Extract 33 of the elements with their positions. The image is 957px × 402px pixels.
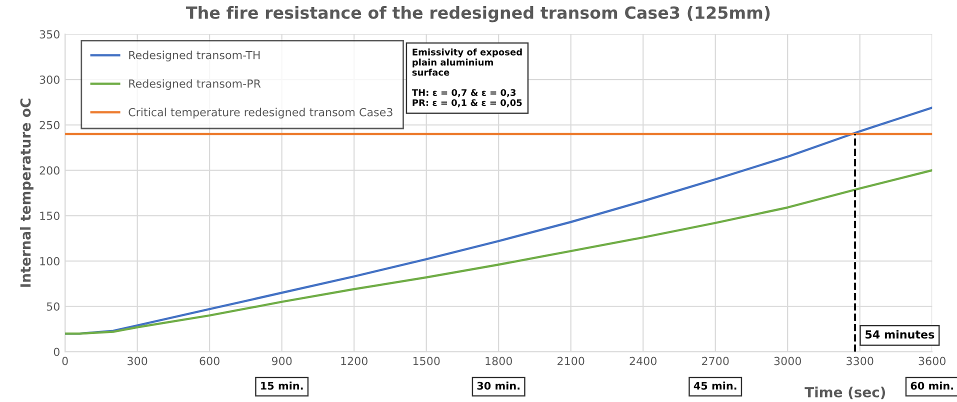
x-tick-label: 0 — [62, 356, 68, 366]
x-tick-label: 3000 — [774, 356, 802, 366]
x-tick-label: 2700 — [702, 356, 729, 366]
y-axis-title: Internal temperature oC — [20, 98, 34, 287]
y-tick-label: 150 — [40, 212, 60, 220]
x-tick-label: 1800 — [486, 356, 512, 366]
x-tick-label: 1200 — [341, 356, 368, 366]
x-axis-title: Time (sec) — [804, 386, 886, 400]
x-tick-label: 300 — [128, 356, 148, 366]
x-tick-label: 900 — [272, 356, 292, 366]
legend-label: Redesigned transom-TH — [129, 50, 260, 62]
annotation: 54 minutes — [866, 330, 934, 339]
x-tick-label: 3300 — [846, 356, 874, 366]
text: 45 min. — [694, 382, 736, 390]
y-tick-label: 350 — [40, 30, 60, 39]
x-tick-label: 2400 — [630, 356, 657, 366]
x-tick-label: 3600 — [918, 356, 946, 366]
y-tick-label: 0 — [54, 348, 60, 356]
text: 15 min. — [261, 382, 303, 390]
y-tick-label: 200 — [40, 166, 60, 175]
x-tick-label: 1500 — [413, 356, 440, 366]
y-tick-label: 50 — [46, 302, 60, 311]
x-tick-label: 600 — [200, 356, 220, 366]
y-tick-label: 250 — [40, 120, 60, 130]
text: Emissivity of exposed plain aluminium surface TH: ε = 0,7 & ε = 0,3 PR: ε = 0,1 & ε = 0,05 — [412, 48, 522, 108]
y-tick-label: 300 — [40, 76, 60, 84]
text: 60 min. — [910, 382, 954, 390]
chart-title: The fire resistance of the redesigned transom Case3 (125mm) — [186, 6, 770, 22]
legend-label: Critical temperature redesigned transom Case3 — [128, 108, 392, 118]
text: 30 min. — [477, 382, 520, 390]
x-tick-label: 2100 — [558, 356, 584, 366]
legend-label: Redesigned transom-PR — [129, 79, 261, 90]
y-tick-label: 100 — [40, 256, 60, 266]
